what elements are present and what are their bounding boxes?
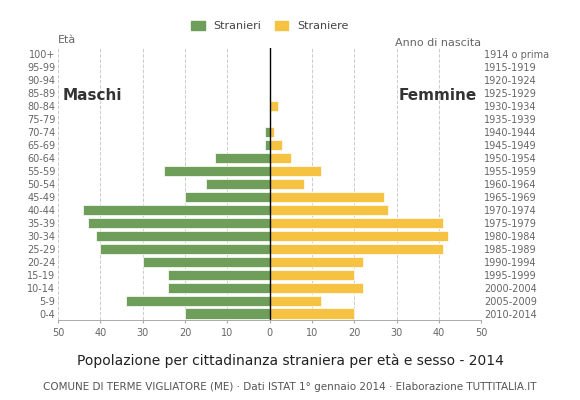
Text: COMUNE DI TERME VIGLIATORE (ME) · Dati ISTAT 1° gennaio 2014 · Elaborazione TUTT: COMUNE DI TERME VIGLIATORE (ME) · Dati I… [44,382,536,392]
Text: Femmine: Femmine [399,88,477,104]
Bar [185,308,270,318]
Bar [126,296,270,306]
Bar [270,140,282,150]
Bar [270,244,443,254]
Bar [270,231,448,241]
Bar [96,231,270,241]
Bar [185,192,270,202]
Bar [164,166,270,176]
Bar [270,127,274,137]
Legend: Stranieri, Straniere: Stranieri, Straniere [191,21,348,31]
Bar [270,296,321,306]
Bar [270,218,443,228]
Bar [270,179,303,189]
Bar [143,257,270,267]
Bar [215,153,270,163]
Bar [206,179,270,189]
Text: Popolazione per cittadinanza straniera per età e sesso - 2014: Popolazione per cittadinanza straniera p… [77,354,503,368]
Bar [270,192,384,202]
Bar [270,101,278,111]
Text: Maschi: Maschi [62,88,122,104]
Bar [270,270,354,280]
Bar [100,244,270,254]
Bar [84,205,270,215]
Text: Anno di nascita: Anno di nascita [396,38,481,48]
Bar [266,127,270,137]
Bar [270,166,321,176]
Bar [266,140,270,150]
Bar [168,270,270,280]
Bar [270,257,363,267]
Bar [168,282,270,293]
Bar [270,308,354,318]
Text: Età: Età [58,36,76,46]
Bar [270,153,291,163]
Bar [270,282,363,293]
Bar [270,205,388,215]
Bar [88,218,270,228]
